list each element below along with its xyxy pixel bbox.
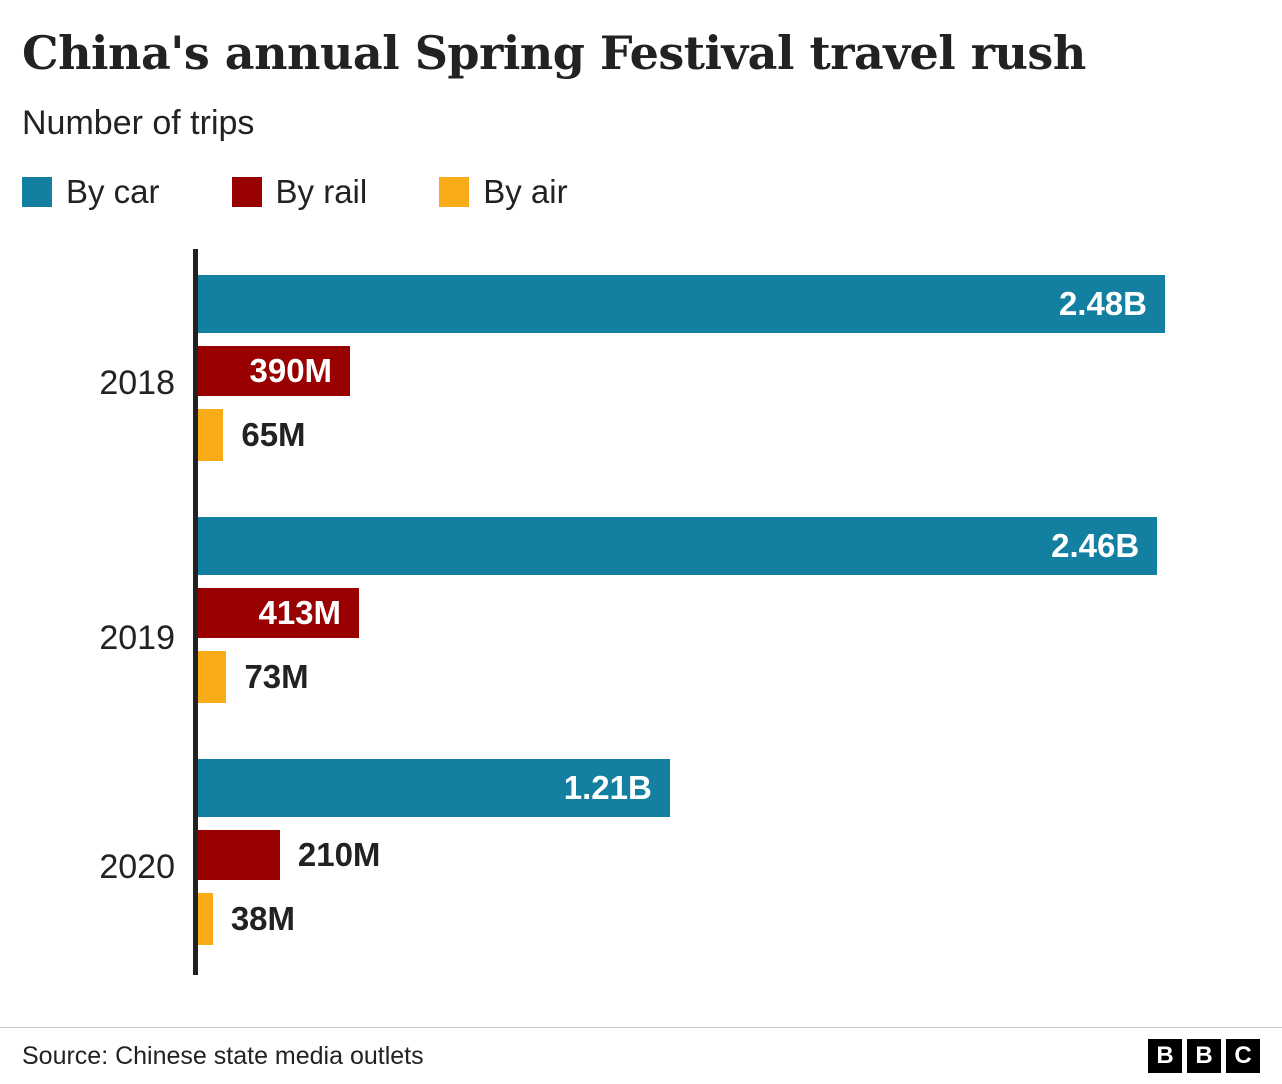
year-label-2018: 2018: [99, 363, 175, 402]
year-group-2019: 2019 2.46B 413M 73M: [0, 517, 1282, 759]
bar-by-air-2020: [198, 893, 213, 945]
bar-row-by-rail-2019: 413M: [198, 588, 1165, 638]
bar-value-by-rail-2019: 413M: [258, 594, 342, 631]
bar-row-by-rail-2020: 210M: [198, 830, 1165, 880]
legend-swatch-by-rail: [231, 177, 262, 207]
bar-value-by-car-2020: 1.21B: [563, 769, 652, 806]
bar-by-rail-2018: 390M: [198, 346, 351, 396]
year-group-2020: 2020 1.21B 210M 38M: [0, 759, 1282, 975]
legend-label-by-air: By air: [483, 173, 568, 210]
bar-value-by-air-2018: 65M: [241, 416, 306, 453]
bar-by-rail-2020: [198, 830, 280, 880]
legend-item-by-air: By air: [439, 173, 568, 211]
bar-by-rail-2019: 413M: [198, 588, 360, 638]
legend-item-by-car: By car: [22, 173, 160, 211]
bar-row-by-car-2018: 2.48B: [198, 275, 1165, 333]
bars-2019: 2.46B 413M 73M: [193, 517, 1282, 759]
legend-item-by-rail: By rail: [231, 173, 368, 211]
year-label-2019: 2019: [99, 618, 175, 657]
chart-title: China's annual Spring Festival travel ru…: [22, 26, 1086, 80]
bar-by-car-2018: 2.48B: [198, 275, 1165, 333]
legend-label-by-car: By car: [66, 173, 160, 210]
legend-label-by-rail: By rail: [275, 173, 368, 210]
bar-by-air-2018: [198, 409, 224, 461]
bar-value-by-car-2018: 2.48B: [1058, 285, 1147, 322]
year-label-2020: 2020: [99, 847, 175, 886]
bbc-logo-letter-3: C: [1226, 1039, 1260, 1073]
bar-by-air-2019: [198, 651, 227, 703]
bar-value-by-car-2019: 2.46B: [1051, 527, 1140, 564]
bar-row-by-car-2019: 2.46B: [198, 517, 1165, 575]
year-group-2018: 2018 2.48B 390M 65M: [0, 249, 1282, 517]
source-text: Source: Chinese state media outlets: [22, 1041, 424, 1070]
legend-swatch-by-car: [22, 177, 52, 207]
bar-row-by-air-2019: 73M: [198, 651, 1165, 703]
bar-row-by-car-2020: 1.21B: [198, 759, 1165, 817]
footer-divider: [0, 1027, 1282, 1028]
bar-chart: 2018 2.48B 390M 65M 2019 2.46B 413M 73M 2020 1.21…: [0, 249, 1282, 975]
chart-header: China's annual Spring Festival travel ru…: [0, 0, 1282, 211]
chart-subtitle: Number of trips: [22, 104, 255, 142]
bar-value-by-rail-2018: 390M: [249, 352, 333, 389]
bars-2020: 1.21B 210M 38M: [193, 759, 1282, 975]
bar-value-by-air-2019: 73M: [244, 658, 309, 695]
bars-2018: 2.48B 390M 65M: [193, 249, 1282, 517]
bar-value-by-rail-2020: 210M: [297, 836, 381, 873]
bar-row-by-air-2018: 65M: [198, 409, 1165, 461]
chart-groups: 2018 2.48B 390M 65M 2019 2.46B 413M 73M 2020 1.21…: [0, 249, 1282, 975]
bar-value-by-air-2020: 38M: [230, 900, 296, 937]
bar-row-by-rail-2018: 390M: [198, 346, 1165, 396]
bar-row-by-air-2020: 38M: [198, 893, 1165, 945]
bbc-logo-letter-1: B: [1148, 1039, 1182, 1073]
bbc-logo-letter-2: B: [1187, 1039, 1221, 1073]
legend-swatch-by-air: [439, 177, 470, 207]
legend: By car By rail By air: [22, 173, 1258, 211]
bar-by-car-2020: 1.21B: [198, 759, 670, 817]
bar-by-car-2019: 2.46B: [198, 517, 1158, 575]
